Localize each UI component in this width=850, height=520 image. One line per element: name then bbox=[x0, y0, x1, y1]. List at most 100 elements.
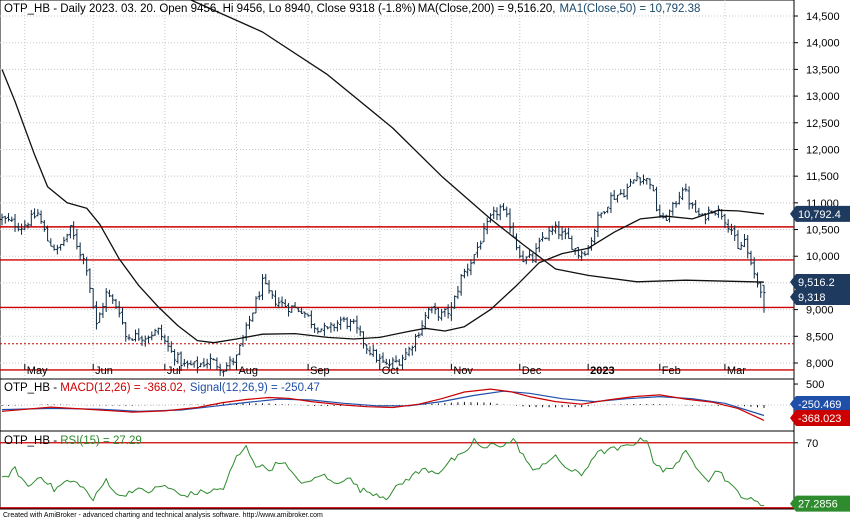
price-bar bbox=[286, 302, 291, 317]
date-tick-label: Mar bbox=[727, 365, 746, 377]
price-bar bbox=[172, 349, 177, 366]
macd-badge-shape bbox=[790, 410, 850, 426]
price-bar bbox=[257, 291, 261, 301]
price-bar bbox=[752, 257, 756, 279]
price-bar bbox=[527, 250, 532, 259]
macd-title-prefix: OTP_HB - bbox=[4, 382, 60, 394]
price-bar bbox=[739, 241, 743, 250]
macd-badges: -250.469 -368.023 bbox=[790, 396, 850, 426]
price-bar bbox=[127, 334, 131, 341]
price-bar bbox=[417, 332, 421, 339]
price-bar bbox=[449, 302, 453, 321]
price-bar bbox=[215, 357, 219, 370]
price-bar bbox=[36, 209, 40, 217]
signal-badge: -250.469 bbox=[790, 396, 850, 412]
price-bar bbox=[371, 344, 375, 357]
macd-tick-label: 500 bbox=[806, 379, 824, 391]
price-bar bbox=[137, 328, 141, 341]
price-bar bbox=[251, 312, 255, 322]
price-bar bbox=[635, 172, 639, 182]
price-bar bbox=[319, 328, 323, 333]
price-bar bbox=[540, 231, 545, 242]
price-bars bbox=[0, 172, 766, 377]
price-bar bbox=[498, 204, 502, 221]
price-bar bbox=[762, 284, 766, 313]
price-bar bbox=[355, 315, 359, 334]
price-bar bbox=[426, 307, 431, 320]
price-bar bbox=[397, 359, 401, 366]
price-bar bbox=[697, 207, 701, 217]
rsi-pane: 70 27.2856 OTP_HB - RSI(15) = 27.29 bbox=[0, 430, 850, 512]
price-bar bbox=[247, 315, 252, 330]
price-bar bbox=[78, 242, 82, 260]
price-bar bbox=[150, 331, 154, 341]
price-bar bbox=[550, 225, 554, 235]
price-bar bbox=[557, 221, 561, 240]
price-bar bbox=[583, 250, 587, 257]
price-bar bbox=[39, 210, 43, 224]
price-bar bbox=[508, 208, 512, 234]
macd-y-axis: 500 bbox=[794, 379, 824, 391]
price-bar bbox=[153, 328, 157, 336]
price-bar bbox=[400, 354, 405, 370]
price-bar bbox=[316, 327, 320, 334]
price-badge-text: 9,318 bbox=[798, 292, 826, 304]
macd-lines bbox=[1, 388, 765, 421]
price-bar bbox=[394, 355, 398, 363]
macd-line bbox=[1, 388, 765, 421]
price-badge-text: 10,792.4 bbox=[798, 209, 841, 221]
price-bar bbox=[146, 335, 151, 344]
signal-label: Signal(12,26,9) = -250.47 bbox=[190, 382, 320, 394]
price-bar bbox=[16, 222, 20, 232]
price-bar bbox=[671, 201, 675, 216]
moving-average-lines bbox=[1, 0, 765, 344]
price-bar bbox=[690, 202, 694, 209]
price-tick-label: 14,500 bbox=[806, 11, 840, 23]
price-badge-text: 9,516.2 bbox=[798, 277, 835, 289]
price-bar bbox=[6, 213, 11, 222]
price-bar bbox=[130, 338, 134, 341]
price-bar bbox=[342, 316, 346, 322]
macd-label: MACD(12,26) = -368.02, bbox=[60, 382, 186, 394]
rsi-title-line: OTP_HB - RSI(15) = 27.29 bbox=[4, 435, 142, 447]
price-bar bbox=[114, 298, 118, 309]
price-bar bbox=[482, 222, 486, 243]
price-badge: 9,318 bbox=[790, 289, 850, 306]
date-x-axis: May Jun Jul Aug Sep Oct Nov Dec 2023 Feb Mar bbox=[24, 364, 746, 377]
price-bar bbox=[140, 335, 144, 346]
price-bar bbox=[225, 362, 229, 372]
date-tick-label: 2023 bbox=[590, 365, 614, 377]
date-tick-label: Oct bbox=[382, 365, 399, 377]
price-bar bbox=[13, 214, 17, 232]
signal-badge-text: -250.469 bbox=[798, 399, 841, 411]
price-bar bbox=[443, 308, 447, 317]
price-bar bbox=[156, 327, 160, 335]
price-bar bbox=[98, 312, 102, 323]
macd-badge-text: -368.023 bbox=[798, 413, 841, 425]
price-bar bbox=[163, 334, 167, 344]
price-bar bbox=[615, 194, 620, 203]
price-bar bbox=[638, 177, 642, 186]
price-bar bbox=[410, 345, 414, 356]
price-tick-label: 10,000 bbox=[806, 251, 840, 263]
price-bar bbox=[466, 263, 470, 277]
price-bar bbox=[202, 358, 206, 368]
price-bar bbox=[446, 304, 450, 319]
price-bar bbox=[49, 238, 53, 247]
price-tick-label: 13,000 bbox=[806, 91, 840, 103]
price-bar bbox=[55, 244, 59, 255]
price-bar bbox=[231, 357, 235, 366]
price-bar bbox=[534, 243, 538, 264]
price-bar bbox=[567, 227, 571, 239]
date-tick-label: Feb bbox=[662, 365, 681, 377]
price-bar bbox=[514, 233, 519, 251]
price-bar bbox=[746, 234, 750, 259]
price-bar bbox=[68, 225, 72, 239]
price-bar bbox=[407, 346, 411, 357]
price-bar bbox=[694, 200, 698, 213]
price-bar bbox=[365, 344, 369, 355]
chart-title-line: OTP_HB - Daily 2023. 03. 20. Open 9456, … bbox=[4, 3, 700, 15]
price-bar bbox=[469, 259, 473, 276]
price-bar bbox=[501, 203, 506, 211]
